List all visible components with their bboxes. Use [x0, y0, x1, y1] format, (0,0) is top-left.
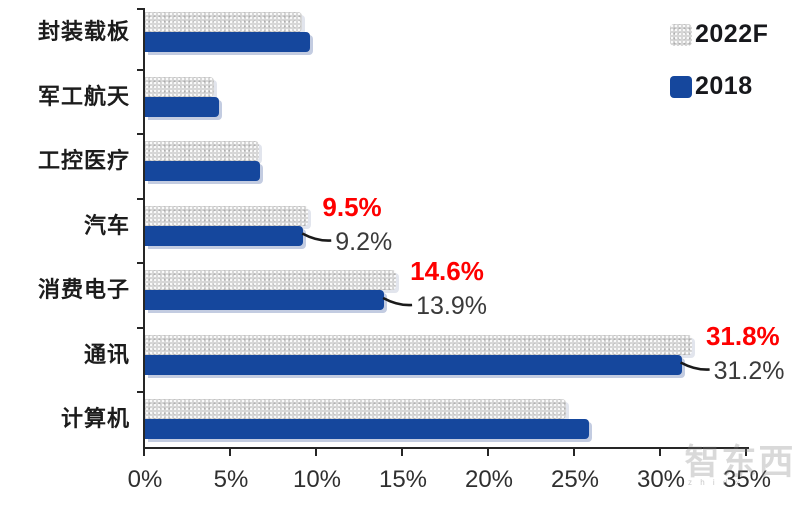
x-tick [573, 449, 575, 456]
x-tick [745, 449, 747, 456]
x-tick [315, 449, 317, 456]
callout-2022F-5: 31.8% [705, 320, 780, 351]
category-label-1: 军工航天 [37, 83, 130, 109]
bar-2018-6 [145, 419, 589, 439]
bar-2022f-4 [145, 270, 397, 290]
y-axis-line [143, 8, 145, 449]
bar-2018-1 [145, 96, 219, 117]
y-tick [137, 197, 144, 200]
y-tick [137, 68, 144, 71]
leader-line [301, 232, 332, 242]
y-tick [137, 262, 144, 264]
x-tick [659, 449, 661, 456]
x-axis-label-4: 20% [464, 466, 514, 493]
x-axis-label-6: 30% [636, 466, 686, 493]
legend-label: 2018 [695, 72, 753, 100]
bar-2018-5 [145, 354, 682, 375]
callout-2018-5: 31.2% [713, 356, 785, 385]
x-axis-label-0: 0% [127, 466, 163, 493]
x-axis-label-5: 25% [550, 466, 600, 493]
bar-2022f-6 [145, 399, 567, 419]
bar-2022f-3 [145, 205, 309, 226]
bar-2018-0 [145, 32, 311, 52]
callout-2018-4: 13.9% [416, 292, 487, 320]
category-label-2: 工控医疗 [37, 148, 130, 173]
x-tick [143, 449, 145, 456]
x-tick [487, 449, 489, 456]
callout-2022F-3: 9.5% [322, 191, 382, 222]
leader-line [382, 296, 413, 307]
x-tick [229, 449, 231, 456]
category-label-6: 计算机 [60, 406, 130, 431]
callout-2022F-4: 14.6% [410, 256, 484, 286]
y-tick [137, 326, 144, 329]
bar-2022f-1 [145, 76, 214, 97]
x-axis-label-1: 5% [213, 466, 249, 493]
legend-swatch-gray [670, 23, 692, 46]
x-tick [401, 449, 403, 456]
bar-2018-2 [145, 161, 261, 181]
category-label-3: 汽车 [83, 212, 130, 238]
bar-2022f-0 [145, 12, 302, 32]
y-tick [137, 391, 144, 393]
bar-2022f-5 [145, 334, 692, 355]
category-label-5: 通讯 [83, 341, 130, 367]
category-label-0: 封装载板 [37, 19, 130, 44]
leader-line [680, 361, 710, 371]
y-tick [137, 133, 144, 135]
legend-label: 2022F [695, 20, 769, 48]
x-axis-label-2: 10% [292, 466, 342, 493]
x-axis-label-3: 15% [378, 466, 428, 493]
callout-2018-3: 9.2% [335, 227, 393, 256]
bar-2018-4 [145, 290, 385, 310]
legend-swatch-blue [670, 75, 692, 98]
y-tick [137, 8, 144, 10]
legend-item-2018: 2018 [670, 72, 753, 101]
x-axis-label-7: 35% [722, 466, 772, 493]
legend-item-2022f: 2022F [670, 20, 768, 49]
category-label-4: 消费电子 [37, 277, 130, 302]
bar-2018-3 [145, 225, 304, 246]
x-axis-line [143, 447, 749, 449]
bar-2022f-2 [145, 141, 259, 161]
